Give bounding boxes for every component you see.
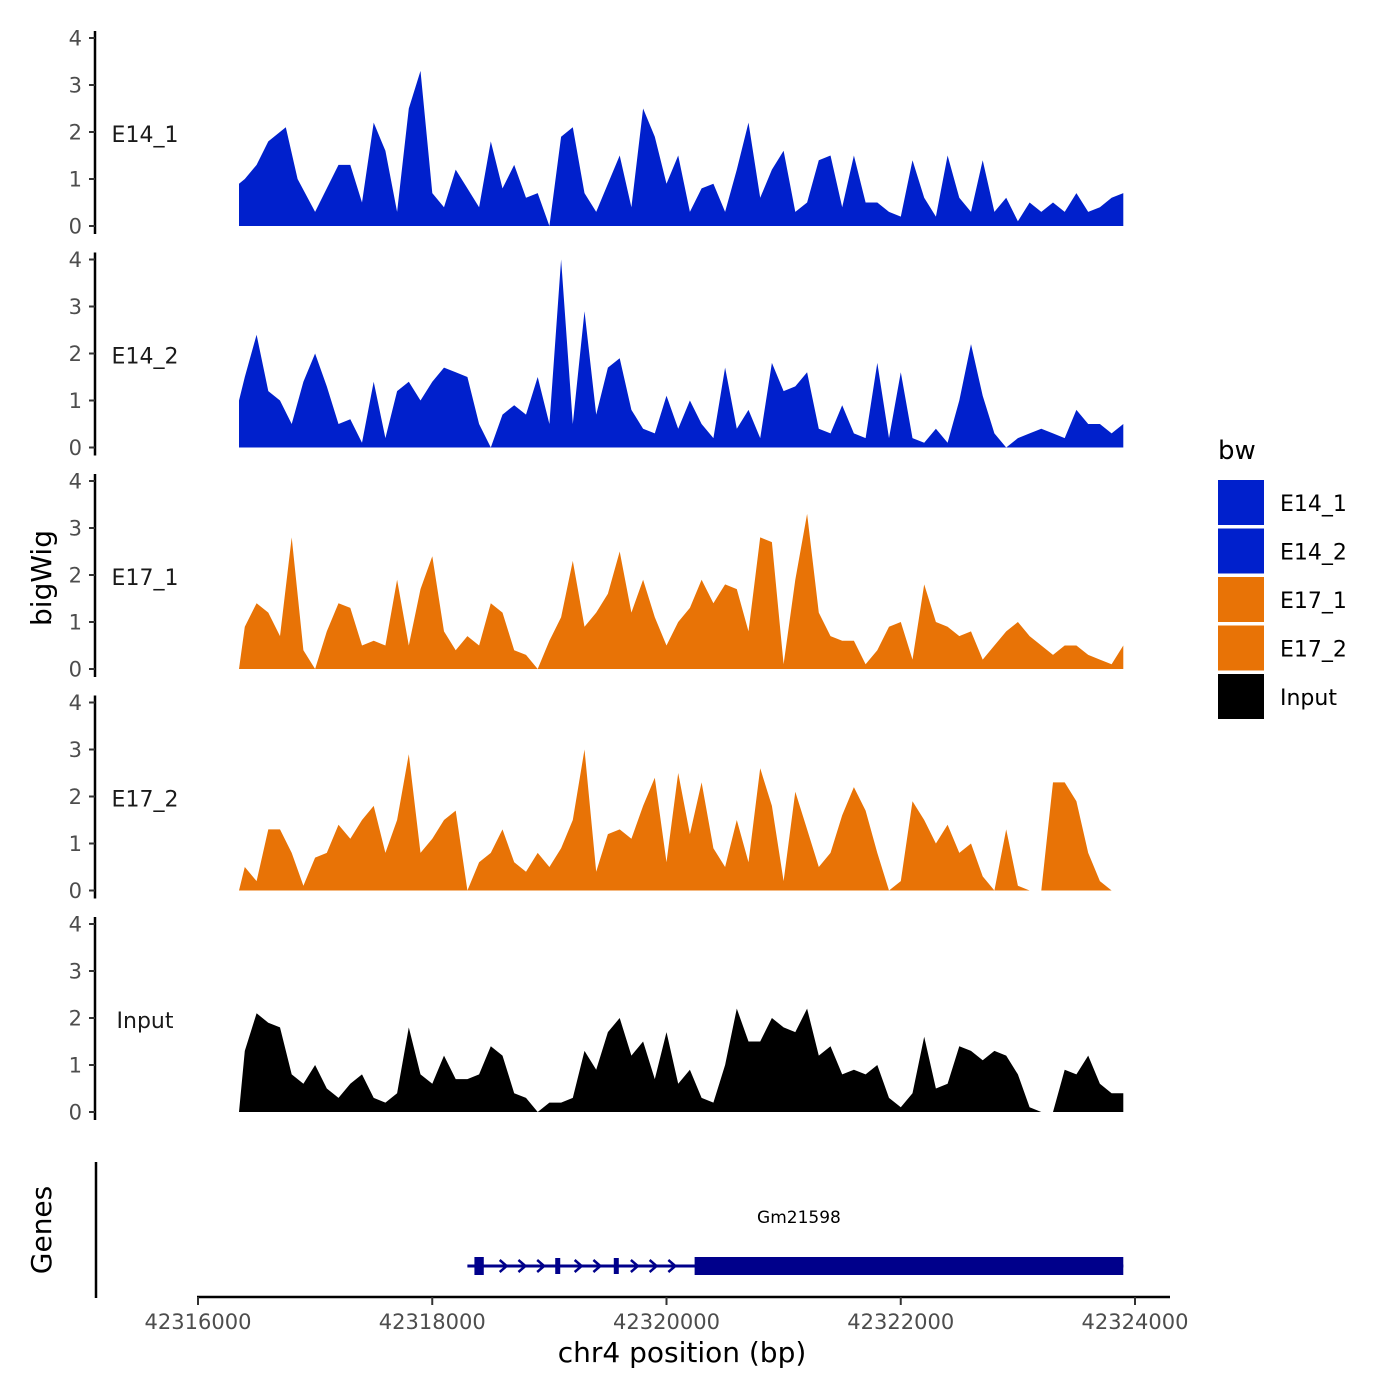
y-tick-label: 1 xyxy=(69,168,82,192)
strand-arrow xyxy=(573,1259,584,1273)
y-tick-label: 3 xyxy=(69,295,82,319)
y-tick-label: 3 xyxy=(69,738,82,762)
track-e14-2: 0 1 2 3 4 E14_2 xyxy=(69,248,1124,460)
gene-exon xyxy=(613,1258,619,1274)
legend-swatch-e14-1 xyxy=(1218,480,1264,525)
y-tick-label: 3 xyxy=(69,960,82,984)
y-tick-label: 3 xyxy=(69,517,82,541)
y-tick-label: 4 xyxy=(69,470,82,494)
genes-axis-title: Genes xyxy=(25,1186,58,1274)
y-tick-label: 4 xyxy=(69,913,82,937)
strand-arrow xyxy=(592,1259,603,1273)
legend-label-input: Input xyxy=(1280,686,1337,711)
legend-title: bw xyxy=(1218,436,1256,466)
y-tick-label: 0 xyxy=(69,436,82,460)
legend-label-e14-2: E14_2 xyxy=(1280,541,1347,566)
y-axis-title: bigWig xyxy=(25,530,58,626)
legend-swatch-e14-2 xyxy=(1218,528,1264,574)
track-input: 0 1 2 3 4 Input xyxy=(69,913,1124,1125)
y-tick-label: 2 xyxy=(69,1007,82,1031)
y-tick-label: 1 xyxy=(69,389,82,413)
x-tick-label: 42322000 xyxy=(847,1310,954,1334)
y-tick-label: 0 xyxy=(69,215,82,239)
x-axis: 42316000 42318000 42320000 42322000 42324000 xyxy=(145,1295,1189,1334)
gene-exon xyxy=(694,1257,1124,1275)
legend-label-e17-1: E17_1 xyxy=(1280,589,1347,614)
track-label-input: Input xyxy=(117,1009,174,1034)
area-e17-1 xyxy=(239,513,1124,669)
y-tick-label: 0 xyxy=(69,1101,82,1125)
gene-label: Gm21598 xyxy=(757,1208,841,1228)
y-tick-label: 2 xyxy=(69,342,82,366)
legend-swatch-e17-1 xyxy=(1218,577,1264,622)
legend-label-e14-1: E14_1 xyxy=(1280,492,1347,517)
bigwig-tracks: 0 1 2 3 4 E14_1 0 1 2 3 4 E14_2 0 1 2 3 4 E17_1 0 1 2 3 4 E17_2… xyxy=(69,27,1124,1125)
track-e17-1: 0 1 2 3 4 E17_1 xyxy=(69,470,1124,682)
x-tick-label: 42324000 xyxy=(1082,1310,1189,1334)
y-tick-label: 4 xyxy=(69,691,82,715)
x-tick-label: 42320000 xyxy=(613,1310,720,1334)
track-e14-1: 0 1 2 3 4 E14_1 xyxy=(69,27,1124,239)
strand-arrow xyxy=(536,1259,547,1273)
legend-swatch-e17-2 xyxy=(1218,625,1264,671)
y-tick-label: 2 xyxy=(69,564,82,588)
y-tick-label: 1 xyxy=(69,611,82,635)
area-e14-1 xyxy=(239,70,1124,227)
y-tick-label: 0 xyxy=(69,658,82,682)
legend-swatch-input xyxy=(1218,674,1264,719)
track-label-e17-2: E17_2 xyxy=(112,788,179,813)
gene-model xyxy=(467,1257,1124,1275)
y-tick-label: 1 xyxy=(69,832,82,856)
strand-arrow xyxy=(630,1259,640,1273)
track-label-e17-1: E17_1 xyxy=(112,566,179,591)
x-axis-title: chr4 position (bp) xyxy=(558,1336,807,1369)
track-label-e14-2: E14_2 xyxy=(112,345,179,370)
y-tick-label: 0 xyxy=(69,879,82,903)
strand-arrow xyxy=(667,1259,678,1273)
y-tick-label: 2 xyxy=(69,121,82,145)
area-e14-2 xyxy=(239,259,1124,448)
y-tick-label: 1 xyxy=(69,1054,82,1078)
track-e17-2: 0 1 2 3 4 E17_2 xyxy=(69,691,1124,903)
legend-label-e17-2: E17_2 xyxy=(1280,638,1347,663)
y-tick-label: 2 xyxy=(69,785,82,809)
area-e17-2 xyxy=(239,749,1124,891)
strand-arrow xyxy=(517,1259,528,1273)
x-tick-label: 42318000 xyxy=(379,1310,486,1334)
strand-arrow xyxy=(498,1259,509,1273)
gene-exon xyxy=(474,1257,484,1275)
x-tick-label: 42316000 xyxy=(145,1310,252,1334)
y-tick-label: 3 xyxy=(69,74,82,98)
area-input xyxy=(239,1008,1124,1112)
strand-arrow xyxy=(648,1259,659,1273)
track-label-e14-1: E14_1 xyxy=(112,123,179,148)
y-tick-label: 4 xyxy=(69,248,82,272)
legend: bw E14_1 E14_2 E17_1 E17_2 Input xyxy=(1218,436,1347,719)
gene-track-panel: Genes Gm21598 xyxy=(25,1162,1124,1298)
gene-exon xyxy=(555,1258,561,1274)
y-tick-label: 4 xyxy=(69,27,82,51)
